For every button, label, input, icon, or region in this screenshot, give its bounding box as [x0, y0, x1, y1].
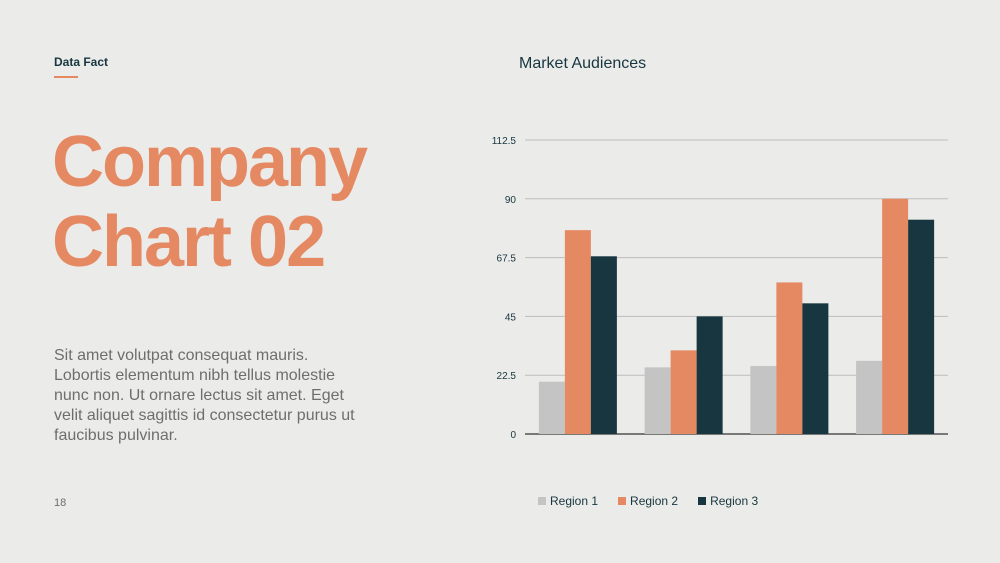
bar-chart: 0 22.5 45 67.5 90 112.5 — [492, 136, 948, 441]
y-tick-label: 45 — [505, 312, 517, 323]
kicker-label: Data Fact — [54, 55, 109, 69]
page-title: Company Chart 02 — [52, 122, 368, 282]
bar-region-1 — [750, 366, 777, 434]
y-tick-label: 67.5 — [497, 254, 517, 265]
bar-region-3 — [802, 303, 829, 434]
bar-region-2 — [564, 230, 591, 434]
legend-swatch — [618, 497, 627, 505]
legend-label: Region 1 — [550, 494, 599, 508]
chart-title: Market Audiences — [519, 55, 647, 72]
chart-legend: Region 1 Region 2 Region 3 — [538, 494, 758, 508]
legend-label: Region 3 — [710, 494, 759, 508]
bar-region-3 — [590, 256, 617, 434]
y-tick-label: 22.5 — [497, 371, 517, 382]
page-number: 18 — [54, 497, 67, 509]
legend-item: Region 2 — [618, 494, 678, 508]
bar-region-2 — [776, 282, 803, 434]
bar-region-2 — [882, 198, 909, 434]
y-tick-label: 90 — [505, 195, 517, 206]
y-tick-label: 0 — [510, 430, 516, 441]
bar-region-2 — [670, 350, 697, 434]
bar-region-1 — [856, 360, 883, 434]
bar-region-1 — [538, 381, 565, 434]
bar-region-3 — [908, 219, 935, 434]
legend-label: Region 2 — [630, 494, 679, 508]
bar-region-3 — [696, 316, 723, 434]
legend-item: Region 3 — [698, 494, 758, 508]
legend-item: Region 1 — [538, 494, 598, 508]
bar-region-1 — [644, 367, 671, 434]
body-paragraph: Sit amet volutpat consequat mauris. Lobo… — [54, 347, 355, 444]
title-line-2: Chart 02 — [52, 202, 326, 282]
legend-swatch — [538, 497, 546, 505]
kicker-underline — [54, 76, 78, 78]
y-tick-label: 112.5 — [492, 136, 517, 147]
title-line-1: Company — [52, 122, 368, 202]
legend-swatch — [698, 497, 707, 505]
